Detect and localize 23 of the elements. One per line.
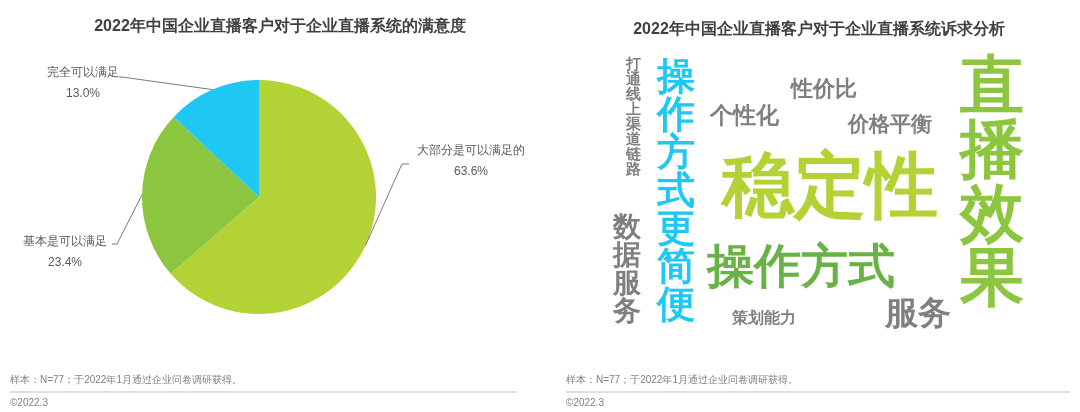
slice-label: 完全可以满足 [47,65,119,80]
category-label: 操作方式更简便 [655,55,695,325]
data-label: 63.6% [453,164,489,179]
text: 2022年中国企业直播客户对于企业直播系统诉求分析 [633,19,1005,38]
text: 样本：N=77；于2022年1月通过企业问卷调研获得。 [566,373,798,385]
slice-label: 大部分是可以满足的 [417,143,525,158]
data-label: 13.0% [65,86,101,101]
text: 样本：N=77；于2022年1月通过企业问卷调研获得。 [10,373,242,385]
category-label: 打通线上渠道链路 [624,54,642,176]
chart-title: 2022年中国企业直播客户对于企业直播系统的满意度 [94,16,466,35]
text: ©2022.3 [10,396,49,408]
data-label: 23.4% [47,255,83,270]
category-label: 价格平衡 [847,111,932,135]
slice-label: 基本是可以满足 [23,234,107,249]
category-label: 操作方式 [705,238,895,292]
category-label: 稳定性 [720,145,938,225]
category-label: 服务 [884,293,951,331]
text: ©2022.3 [566,396,605,408]
category-label: 数据服务 [612,210,642,326]
category-label: 个性化 [708,102,780,128]
category-label: 性价比 [789,75,857,101]
category-label: 策划能力 [731,308,796,326]
category-label: 直播效果 [958,49,1025,313]
